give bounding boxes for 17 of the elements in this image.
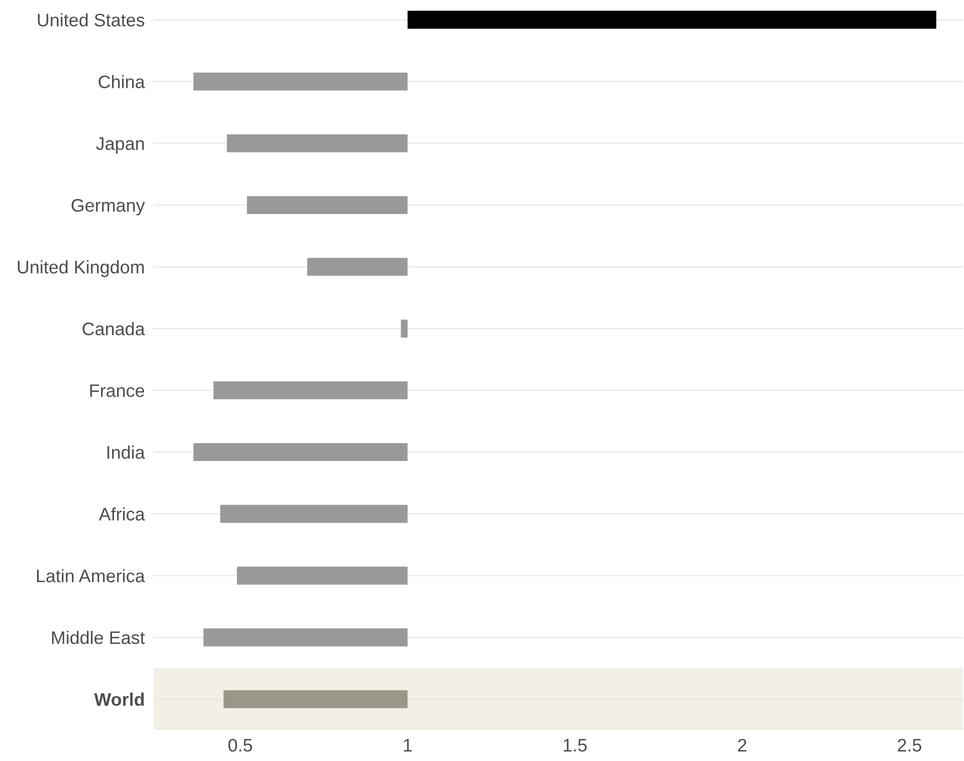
y-tick-label: United States	[38, 13, 144, 26]
y-tick-label: World	[94, 692, 144, 706]
y-tick-label: United Kingdom	[18, 260, 144, 278]
x-tick-label: 1.5	[564, 739, 587, 752]
y-tick-label: Japan	[96, 137, 144, 154]
y-tick-label: France	[90, 384, 144, 398]
y-tick-label: China	[98, 74, 145, 88]
y-tick-label: Latin America	[37, 569, 145, 582]
x-tick-label: 2	[738, 738, 746, 752]
x-tick-label: 0.5	[228, 738, 252, 752]
y-tick-label: Middle East	[52, 630, 145, 644]
y-tick-label: Canada	[82, 322, 145, 336]
x-tick-label: 2.5	[898, 738, 922, 752]
y-tick-label: Germany	[72, 198, 145, 216]
y-tick-label: India	[107, 446, 145, 459]
x-tick-label: 1	[404, 739, 412, 752]
y-tick-label: Africa	[98, 507, 145, 521]
